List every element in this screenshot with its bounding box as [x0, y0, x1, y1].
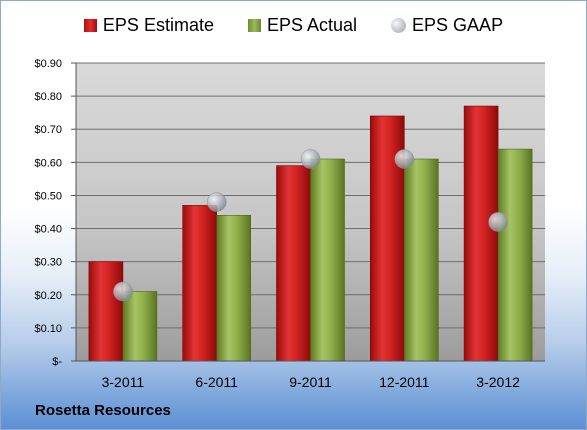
- y-tick-label: $0.60: [34, 157, 62, 169]
- bar-eps-actual: [310, 158, 345, 362]
- legend-swatch-actual: [247, 19, 261, 32]
- x-axis: 3-2011 6-2011 9-2011 12-2011 3-2012: [76, 360, 545, 390]
- legend-swatch-estimate: [83, 19, 97, 32]
- marker-eps-gaap: [300, 149, 321, 169]
- bar-eps-actual: [403, 158, 439, 362]
- marker-eps-gaap: [394, 149, 415, 169]
- gaap-markers: [113, 149, 508, 302]
- legend-item-actual: EPS Actual: [247, 15, 358, 36]
- x-tick-label: 3-2012: [476, 374, 520, 390]
- marker-eps-gaap: [113, 281, 133, 302]
- legend: EPS Estimate EPS Actual EPS GAAP: [1, 15, 586, 36]
- bar-eps-estimate: [182, 205, 217, 362]
- legend-label-estimate: EPS Estimate: [102, 15, 214, 35]
- marker-eps-gaap: [206, 192, 227, 212]
- bar-eps-actual: [216, 215, 251, 362]
- x-tick-label: 3-2011: [102, 374, 145, 390]
- y-tick-label: $0.20: [34, 290, 62, 302]
- bar-eps-actual: [122, 291, 158, 362]
- bars: [88, 105, 533, 362]
- bar-eps-estimate: [463, 105, 499, 362]
- legend-label-actual: EPS Actual: [266, 15, 358, 35]
- y-tick-label: $0.80: [34, 91, 62, 103]
- y-tick-label: $-: [52, 356, 62, 368]
- y-tick-label: $0.10: [34, 323, 62, 335]
- bar-eps-estimate: [88, 261, 124, 362]
- bar-eps-estimate: [276, 165, 311, 362]
- x-tick-label: 12-2011: [379, 374, 430, 390]
- legend-swatch-gaap: [391, 18, 407, 33]
- legend-item-gaap: EPS GAAP: [391, 15, 503, 36]
- company-name: Rosetta Resources: [35, 402, 171, 419]
- y-axis: $- $0.10 $0.20 $0.30 $0.40 $0.50 $0.60 $0.70 $0.…: [34, 58, 77, 368]
- legend-item-estimate: EPS Estimate: [83, 15, 214, 36]
- x-tick-label: 6-2011: [195, 374, 238, 390]
- legend-label-gaap: EPS GAAP: [412, 15, 504, 35]
- y-tick-label: $0.90: [34, 58, 62, 70]
- y-tick-label: $0.40: [34, 224, 62, 236]
- marker-eps-gaap: [488, 212, 508, 232]
- x-tick-label: 9-2011: [289, 374, 332, 390]
- y-tick-label: $0.30: [34, 257, 62, 269]
- y-tick-label: $0.70: [34, 124, 62, 136]
- y-tick-label: $0.50: [34, 190, 62, 202]
- bar-eps-actual: [497, 148, 533, 362]
